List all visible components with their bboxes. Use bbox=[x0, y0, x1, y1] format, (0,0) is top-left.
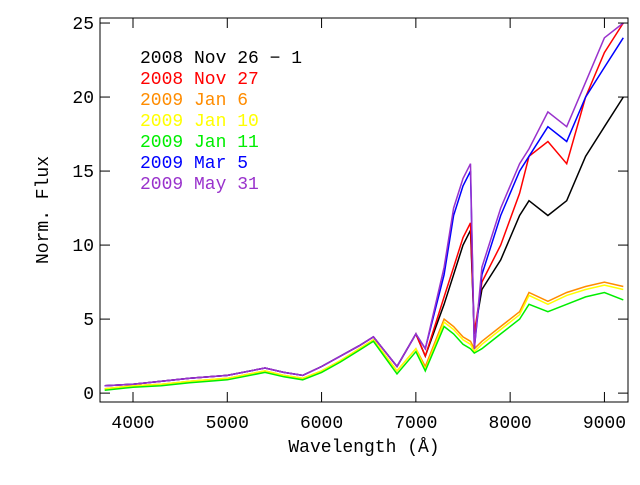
x-tick-label: 5000 bbox=[206, 414, 249, 434]
x-tick-label: 9000 bbox=[583, 414, 626, 434]
y-tick-label: 20 bbox=[72, 89, 94, 109]
x-axis-label: Wavelength (Å) bbox=[288, 437, 439, 458]
x-tick-label: 4000 bbox=[111, 414, 154, 434]
legend-entry: 2008 Nov 26 − 1 bbox=[140, 49, 302, 69]
legend-entry: 2009 May 31 bbox=[140, 175, 259, 195]
legend-entry: 2009 Jan 6 bbox=[140, 91, 248, 111]
y-tick-label: 25 bbox=[72, 15, 94, 35]
y-tick-label: 10 bbox=[72, 237, 94, 257]
x-tick-label: 7000 bbox=[394, 414, 437, 434]
legend-entry: 2008 Nov 27 bbox=[140, 70, 259, 90]
plot-lines bbox=[104, 22, 624, 391]
x-tick-label: 8000 bbox=[489, 414, 532, 434]
legend-entry: 2009 Jan 10 bbox=[140, 112, 259, 132]
y-tick-label: 5 bbox=[83, 311, 94, 331]
y-axis-label: Norm. Flux bbox=[34, 156, 54, 264]
series-line bbox=[104, 281, 624, 390]
series-line bbox=[104, 22, 624, 387]
y-tick-label: 0 bbox=[83, 385, 94, 405]
legend-entry: 2009 Mar 5 bbox=[140, 154, 248, 174]
plot-frame bbox=[99, 17, 629, 403]
x-tick-label: 6000 bbox=[300, 414, 343, 434]
y-tick-label: 15 bbox=[72, 163, 94, 183]
legend-entry: 2009 Jan 11 bbox=[140, 133, 259, 153]
series-line bbox=[104, 291, 624, 391]
